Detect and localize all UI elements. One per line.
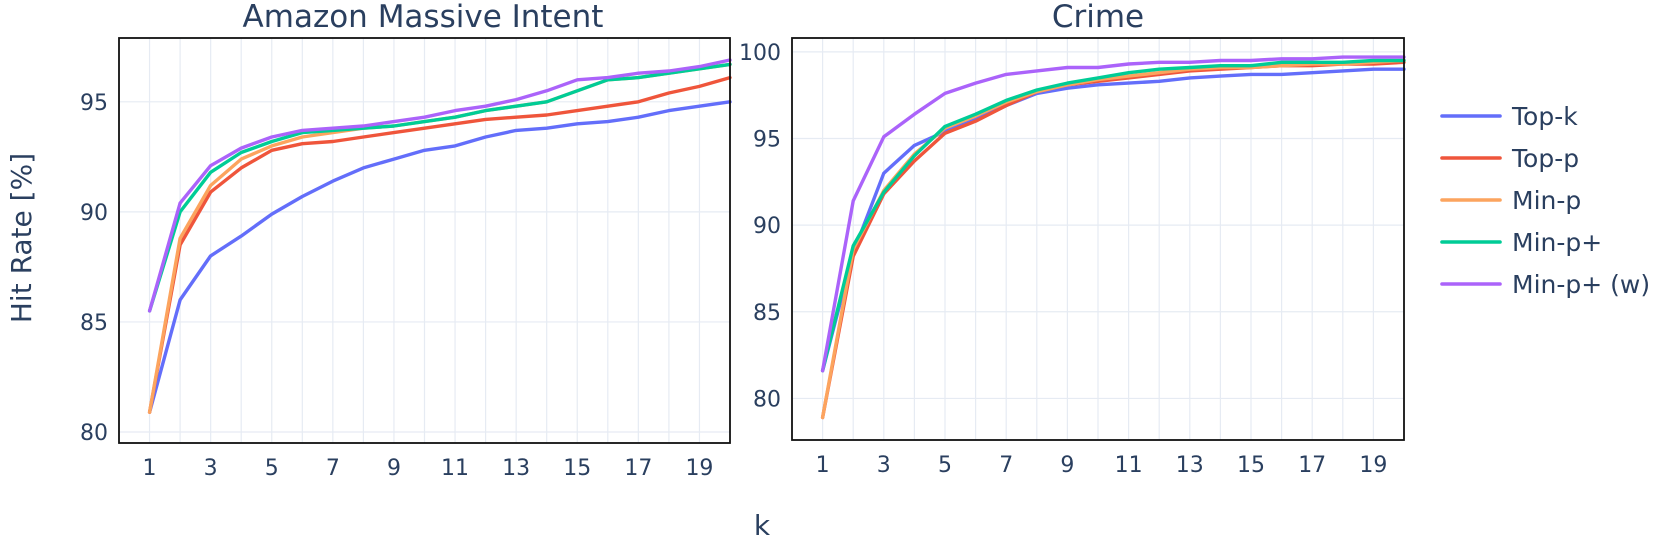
y-tick-label: 80 (753, 387, 781, 412)
y-ticks: 80 85 90 95 100 (739, 41, 781, 413)
y-axis-label: Hit Rate [%] (5, 153, 38, 323)
series-line-top-k (147, 100, 732, 414)
x-tick-label: 7 (999, 453, 1013, 478)
chart-title: Amazon Massive Intent (243, 0, 604, 35)
x-ticks: 1 3 5 7 9 11 13 15 17 19 (816, 453, 1388, 478)
legend-item-top-p: Top-p (1440, 144, 1579, 173)
x-tick-label: 3 (204, 456, 218, 481)
x-tick-label: 3 (877, 453, 891, 478)
y-tick-label: 80 (80, 421, 108, 446)
y-ticks: 80 85 90 95 (80, 91, 108, 446)
legend-label: Top-k (1511, 102, 1578, 131)
x-tick-label: 15 (1237, 453, 1265, 478)
x-tick-label: 11 (1115, 453, 1143, 478)
x-tick-label: 17 (1298, 453, 1326, 478)
series-line-min-p (147, 62, 732, 313)
x-tick-label: 19 (685, 456, 713, 481)
legend-label: Min-p+ (w) (1512, 270, 1650, 299)
x-ticks: 1 3 5 7 9 11 13 15 17 19 (143, 456, 714, 481)
x-tick-label: 9 (1060, 453, 1074, 478)
series-group (147, 58, 732, 414)
y-tick-label: 90 (753, 214, 781, 239)
x-tick-label: 1 (816, 453, 830, 478)
series-line-min-p (820, 58, 1406, 373)
grid (119, 38, 731, 443)
legend-item-top-k: Top-k (1440, 102, 1578, 131)
legend-item-min-p: Min-p+ (1440, 228, 1602, 257)
x-tick-label: 19 (1359, 453, 1387, 478)
y-tick-label: 95 (80, 91, 108, 116)
plot-frame (791, 37, 1405, 441)
y-tick-label: 100 (739, 41, 781, 66)
plot-amazon-massive-intent: Amazon Massive Intent 1 3 5 7 9 11 13 15 17 19 80… (80, 0, 732, 481)
legend-label: Min-p (1512, 186, 1581, 215)
x-tick-label: 5 (265, 456, 279, 481)
legend-label: Top-p (1511, 144, 1579, 173)
series-line-top-k (820, 67, 1406, 373)
x-tick-label: 1 (143, 456, 157, 481)
x-tick-label: 15 (563, 456, 591, 481)
grid (792, 38, 1405, 440)
x-tick-label: 13 (1176, 453, 1204, 478)
x-tick-label: 5 (938, 453, 952, 478)
legend-item-min-p: Min-p (1440, 186, 1581, 215)
legend-item-min-p-w: Min-p+ (w) (1440, 270, 1650, 299)
legend-label: Min-p+ (1512, 228, 1602, 257)
x-tick-label: 13 (502, 456, 530, 481)
x-tick-label: 9 (387, 456, 401, 481)
x-tick-label: 17 (624, 456, 652, 481)
series-line-top-p (147, 75, 732, 414)
plot-frame (118, 37, 731, 444)
chart-title: Crime (1052, 0, 1144, 35)
legend: Top-k Top-p Min-p Min-p+ Min-p+ (w) (1440, 102, 1650, 299)
series-line-min-p (820, 58, 1406, 420)
series-line-min-p-w (147, 58, 732, 313)
x-axis-label: k (754, 509, 771, 539)
y-tick-label: 85 (753, 301, 781, 326)
y-tick-label: 85 (80, 311, 108, 336)
x-tick-label: 11 (441, 456, 469, 481)
series-line-min-p-w (820, 55, 1406, 373)
y-tick-label: 95 (753, 128, 781, 153)
x-tick-label: 7 (326, 456, 340, 481)
y-tick-label: 90 (80, 201, 108, 226)
series-group (820, 55, 1406, 420)
